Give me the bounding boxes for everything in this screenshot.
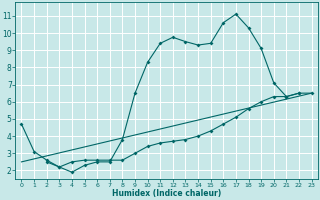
X-axis label: Humidex (Indice chaleur): Humidex (Indice chaleur) bbox=[112, 189, 221, 198]
